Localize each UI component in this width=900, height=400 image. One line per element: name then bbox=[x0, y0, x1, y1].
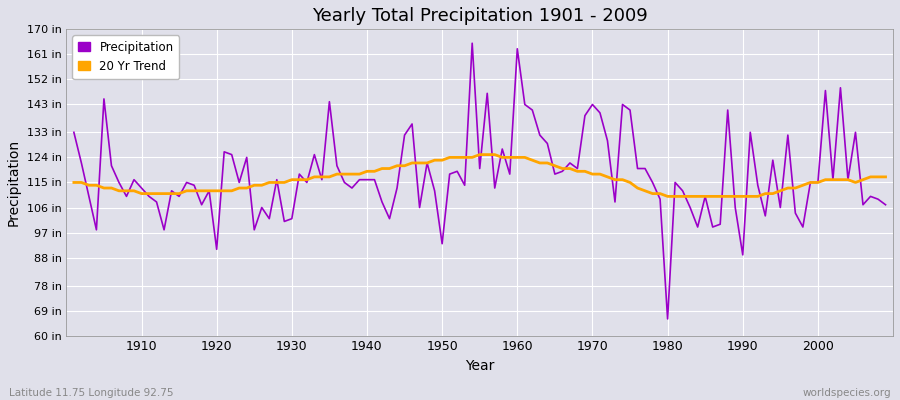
Y-axis label: Precipitation: Precipitation bbox=[7, 139, 21, 226]
Legend: Precipitation, 20 Yr Trend: Precipitation, 20 Yr Trend bbox=[72, 35, 179, 79]
X-axis label: Year: Year bbox=[465, 359, 494, 373]
Title: Yearly Total Precipitation 1901 - 2009: Yearly Total Precipitation 1901 - 2009 bbox=[311, 7, 648, 25]
Text: Latitude 11.75 Longitude 92.75: Latitude 11.75 Longitude 92.75 bbox=[9, 388, 174, 398]
Text: worldspecies.org: worldspecies.org bbox=[803, 388, 891, 398]
